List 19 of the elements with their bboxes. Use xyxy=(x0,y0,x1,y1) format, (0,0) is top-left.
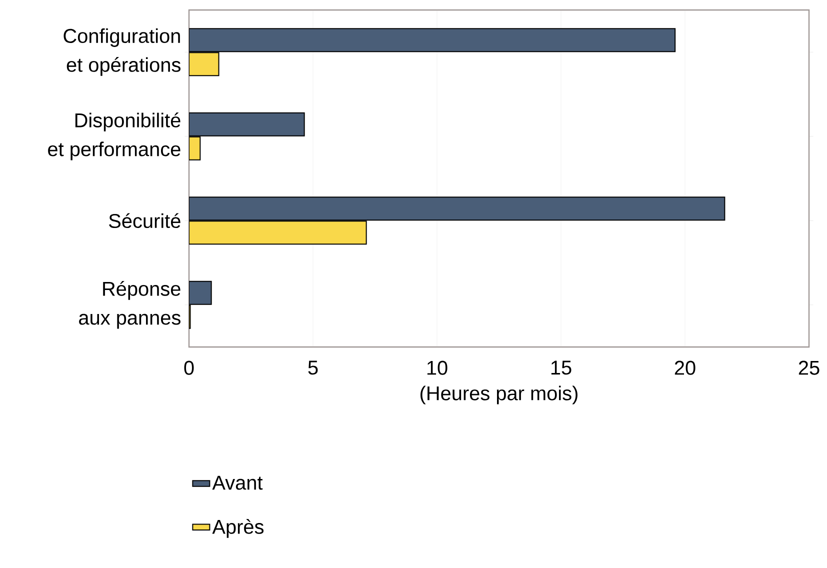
x-tick-label: 10 xyxy=(427,360,448,375)
y-tick-label: Configuration et opérations xyxy=(64,28,180,76)
x-tick-label: 20 xyxy=(674,360,696,375)
bar xyxy=(189,220,367,245)
x-tick-label: 0 xyxy=(184,360,194,375)
x-tick-label: 5 xyxy=(308,360,318,375)
bar xyxy=(189,28,676,52)
x-tick-label: 25 xyxy=(798,360,820,375)
x-axis-title: (Heures par mois) xyxy=(420,386,578,404)
bar xyxy=(189,280,212,305)
bar xyxy=(189,196,726,221)
legend-label: Avant xyxy=(212,476,263,490)
y-tick-label: Réponse aux pannes xyxy=(79,281,180,329)
legend-label: Après xyxy=(212,519,264,538)
bar xyxy=(189,52,220,76)
y-tick-label: Sécurité xyxy=(109,213,180,228)
bar xyxy=(189,112,305,136)
x-tick-label: 15 xyxy=(551,360,572,375)
y-tick-label: Disponibilité et performance xyxy=(48,112,180,160)
